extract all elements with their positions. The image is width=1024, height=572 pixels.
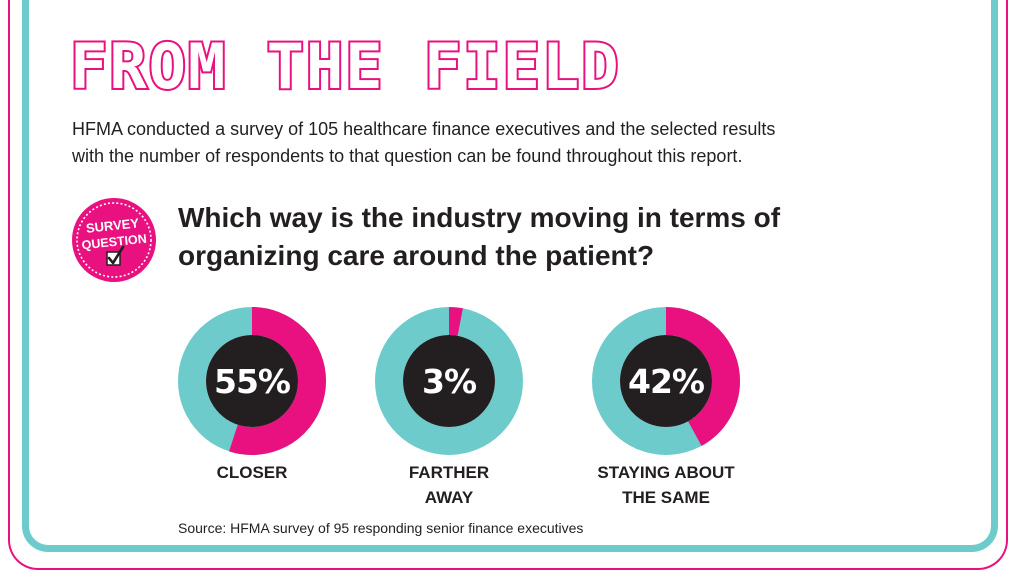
category-label-line: CLOSER bbox=[216, 463, 288, 482]
checkbox-icon bbox=[106, 245, 125, 266]
category-label-line: AWAY bbox=[424, 488, 474, 507]
category-label-farther-away: FARTHER AWAY bbox=[349, 460, 549, 510]
donut-center-farther-away bbox=[403, 335, 495, 427]
donut-segment-closer bbox=[178, 307, 326, 455]
survey-question: Which way is the industry moving in term… bbox=[178, 199, 878, 275]
intro-text: HFMA conducted a survey of 105 healthcar… bbox=[72, 116, 952, 170]
badge-dotted-ring bbox=[76, 202, 152, 278]
badge-line-2: QUESTION bbox=[81, 232, 147, 253]
question-line-1: Which way is the industry moving in term… bbox=[178, 202, 781, 233]
survey-question-badge: SURVEY QUESTION bbox=[72, 198, 156, 282]
value-label-farther-away: 3% bbox=[422, 362, 477, 401]
page-title: FROM THE FIELD bbox=[68, 30, 621, 103]
category-label-closer: CLOSER bbox=[152, 460, 352, 485]
badge-line-1: SURVEY bbox=[85, 215, 140, 236]
donut-center-staying-about-the-same bbox=[620, 335, 712, 427]
category-label-line: FARTHER bbox=[408, 463, 490, 482]
value-label-closer: 55% bbox=[214, 362, 291, 401]
source-note: Source: HFMA survey of 95 responding sen… bbox=[178, 520, 584, 536]
intro-line-1: HFMA conducted a survey of 105 healthcar… bbox=[72, 119, 776, 139]
question-line-2: organizing care around the patient? bbox=[178, 240, 655, 271]
value-label-staying-about-the-same: 42% bbox=[628, 362, 705, 401]
frame-border-pink bbox=[8, 0, 1008, 570]
frame-border-teal bbox=[22, 0, 998, 552]
donut-segment-farther-away bbox=[375, 307, 523, 455]
category-label-staying-about-the-same: STAYING ABOUT THE SAME bbox=[566, 460, 766, 510]
badge-background bbox=[72, 198, 156, 282]
category-label-line: THE SAME bbox=[622, 488, 710, 507]
intro-line-2: with the number of respondents to that q… bbox=[72, 146, 743, 166]
donut-center-closer bbox=[206, 335, 298, 427]
donut-segment-staying-about-the-same bbox=[592, 307, 740, 455]
category-label-line: STAYING ABOUT bbox=[597, 463, 735, 482]
